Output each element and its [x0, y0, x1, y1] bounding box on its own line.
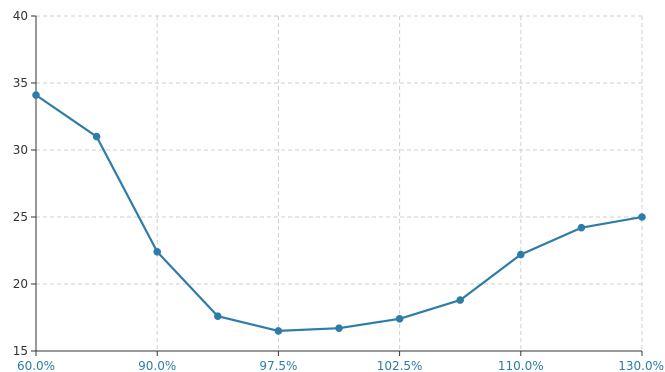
y-tick-label: 35: [13, 76, 28, 90]
y-tick-label: 20: [13, 277, 28, 291]
data-point: [32, 91, 40, 99]
series-line: [34, 94, 644, 332]
x-tick-label: 90.0%: [138, 359, 176, 372]
data-point: [153, 248, 161, 256]
y-axis-ticks: 15 20 25 30 35 40: [13, 9, 36, 358]
x-tick-label: 110.0%: [498, 359, 544, 372]
data-point: [456, 296, 465, 304]
x-axis-ticks: 60.0% 90.0% 97.5% 102.5% 110.0% 130.0%: [17, 351, 664, 372]
data-point: [92, 132, 101, 141]
y-tick-label: 25: [13, 210, 28, 224]
x-tick-label: 97.5%: [259, 359, 297, 372]
x-tick-label: 130.0%: [618, 359, 664, 372]
data-point: [638, 213, 646, 221]
data-point: [214, 312, 222, 320]
series: [32, 91, 646, 335]
x-tick-label: 60.0%: [17, 359, 55, 372]
data-point: [395, 315, 404, 323]
data-point: [577, 223, 586, 232]
x-tick-label: 102.5%: [377, 359, 423, 372]
y-tick-label: 30: [13, 143, 28, 157]
data-point: [274, 327, 283, 335]
data-point: [517, 250, 525, 259]
data-point: [335, 324, 343, 333]
y-tick-label: 15: [13, 344, 28, 358]
y-tick-label: 40: [13, 9, 28, 23]
axes: [35, 16, 642, 352]
grid: [36, 15, 643, 351]
